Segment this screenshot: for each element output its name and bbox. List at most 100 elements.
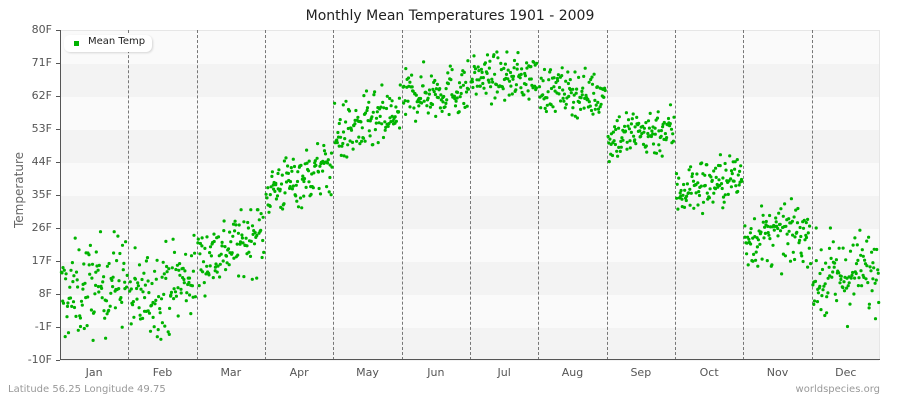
data-point [232, 256, 236, 260]
data-point [450, 93, 454, 97]
data-point [318, 164, 322, 168]
data-point [776, 234, 780, 238]
data-point [808, 224, 812, 228]
data-point [173, 290, 178, 294]
data-point [325, 161, 330, 165]
x-tick-label: Apr [289, 366, 309, 379]
data-point [721, 195, 726, 199]
data-point [520, 90, 524, 95]
data-point [237, 274, 241, 278]
data-point [91, 338, 95, 342]
data-point [340, 144, 344, 148]
data-point [87, 263, 91, 267]
data-point [832, 265, 836, 269]
data-point [361, 136, 366, 140]
data-point [854, 262, 859, 266]
data-point [390, 99, 394, 103]
data-point [617, 115, 621, 119]
data-point [244, 236, 248, 240]
data-point [103, 316, 107, 320]
data-point [365, 106, 370, 110]
data-point [867, 306, 871, 310]
y-tick-mark [56, 294, 60, 295]
data-point [461, 83, 465, 87]
data-point [132, 315, 136, 319]
data-point [691, 179, 696, 183]
data-point [412, 106, 416, 110]
data-point [151, 315, 155, 319]
data-point [790, 219, 795, 223]
data-point [435, 82, 439, 86]
x-tick-label: Mar [220, 366, 242, 379]
data-point [579, 96, 583, 100]
data-point [105, 264, 109, 268]
data-point [508, 70, 513, 75]
data-point [269, 185, 273, 189]
data-point [557, 85, 562, 90]
data-point [603, 88, 607, 93]
data-point [110, 278, 114, 282]
data-point [705, 163, 709, 167]
data-point [818, 271, 822, 276]
data-point [506, 68, 510, 72]
data-point [516, 51, 520, 55]
y-tick-label: 44F [31, 155, 52, 168]
data-point [214, 262, 218, 266]
data-point [577, 100, 582, 104]
data-point [801, 259, 805, 264]
data-point [738, 169, 742, 173]
data-point [863, 258, 867, 262]
data-point [65, 315, 69, 319]
data-point [372, 93, 376, 97]
data-point [754, 258, 758, 262]
data-point [201, 260, 206, 264]
data-point [341, 130, 346, 134]
data-point [699, 184, 703, 188]
data-point [102, 309, 106, 313]
data-point [122, 261, 126, 265]
data-point [141, 316, 145, 320]
data-point [823, 282, 827, 286]
data-point [841, 246, 845, 250]
data-point [384, 125, 388, 129]
data-point [638, 129, 642, 133]
grid-band [60, 97, 879, 130]
data-point [728, 154, 732, 158]
data-point [470, 77, 474, 81]
data-point [184, 299, 188, 303]
data-point [867, 235, 871, 239]
y-tick-label: 26F [31, 221, 52, 234]
y-tick-mark [56, 162, 60, 163]
data-point [859, 269, 863, 273]
data-point [138, 313, 142, 317]
data-point [618, 149, 622, 153]
data-point [294, 194, 298, 198]
legend-label: Mean Temp [88, 36, 146, 47]
data-point [92, 310, 96, 314]
data-point [158, 307, 162, 311]
data-point [856, 258, 860, 262]
data-point [639, 134, 643, 138]
data-point [495, 50, 499, 54]
data-point [479, 67, 483, 71]
data-point [389, 104, 393, 108]
data-point [192, 233, 196, 237]
data-point [158, 311, 162, 315]
data-point [827, 265, 831, 269]
grid-band [60, 196, 879, 229]
data-point [276, 171, 280, 176]
data-point [580, 93, 584, 97]
data-point [546, 90, 550, 94]
data-point [68, 296, 73, 300]
data-point [602, 95, 606, 99]
data-point [571, 106, 575, 110]
data-point [542, 67, 547, 72]
y-tick-label: 53F [31, 122, 52, 135]
data-point [774, 216, 778, 220]
data-point [772, 228, 776, 232]
data-point [845, 324, 850, 329]
month-separator [197, 30, 198, 360]
data-point [511, 77, 515, 81]
data-point [428, 105, 432, 109]
data-point [318, 192, 323, 196]
